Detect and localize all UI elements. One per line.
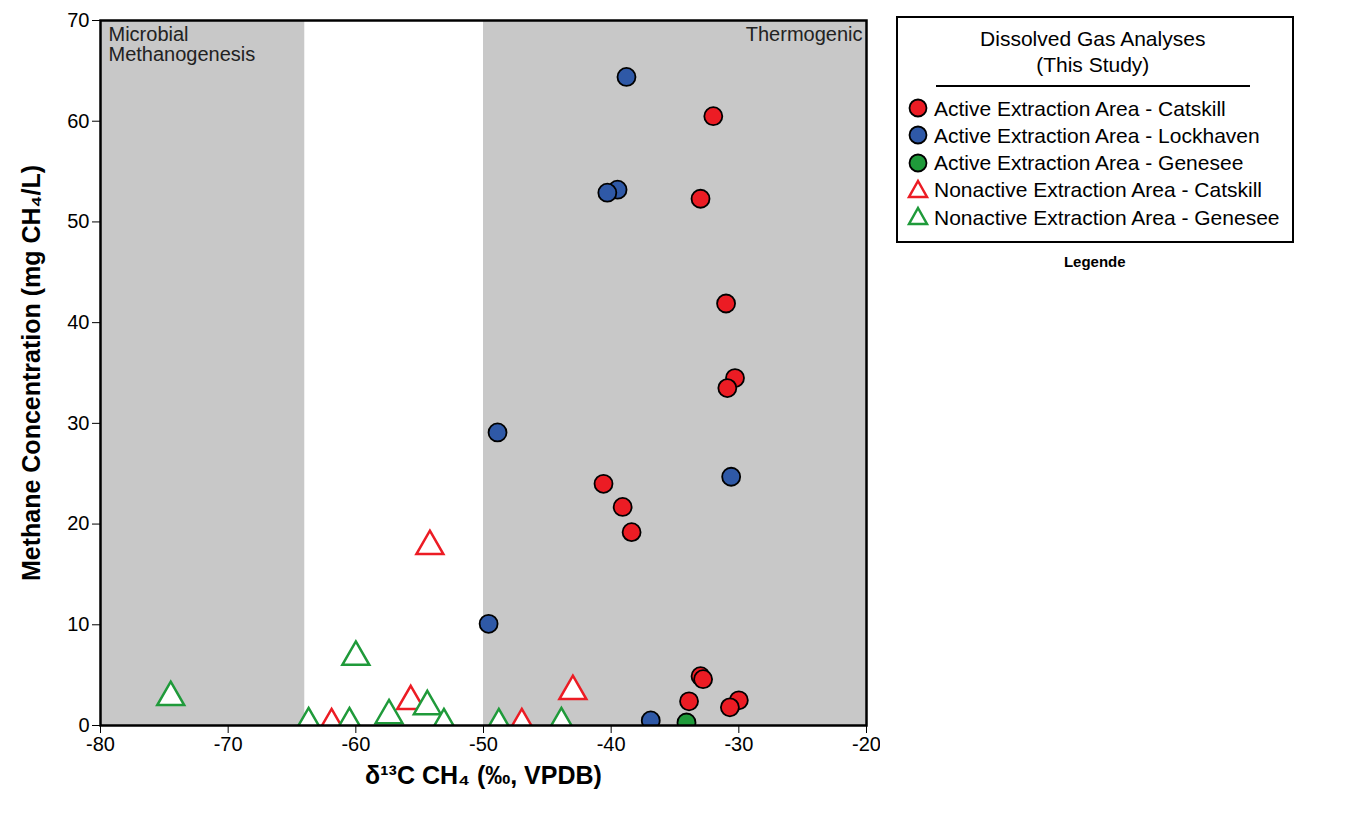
svg-text:20: 20: [67, 512, 89, 534]
html-text:Legende: Legende: [1063, 253, 1126, 270]
svg-text:60: 60: [67, 110, 89, 132]
svg-text:10: 10: [67, 613, 89, 635]
html-text:Nonactive Extraction Area - Ca: Nonactive Extraction Area - Catskill: [934, 178, 1262, 202]
html-text:Active Extraction Area - Catsk: Active Extraction Area - Catskill: [934, 96, 1226, 120]
svg-text:Thermogenic: Thermogenic: [746, 23, 863, 45]
svg-text:-20: -20: [852, 733, 880, 755]
html-text:Active Extraction Area - Lockh: Active Extraction Area - Lockhaven: [934, 123, 1260, 147]
svg-text:0: 0: [78, 714, 89, 736]
svg-text:Methane Concentration (mg CH₄/: Methane Concentration (mg CH₄/L): [17, 165, 45, 581]
svg-text:δ¹³C CH₄ (‰, VPDB): δ¹³C CH₄ (‰, VPDB): [365, 761, 602, 789]
svg-text:30: 30: [67, 412, 89, 434]
html-text:Dissolved Gas Analyses: Dissolved Gas Analyses: [980, 27, 1206, 50]
svg-text:MicrobialMethanogenesis: MicrobialMethanogenesis: [109, 23, 256, 65]
svg-text:-40: -40: [597, 733, 626, 755]
svg-text:-80: -80: [86, 733, 115, 755]
html-text:Active Extraction Area - Genes: Active Extraction Area - Genesee: [934, 151, 1244, 175]
html-text:Nonactive Extraction Area - Ge: Nonactive Extraction Area - Genesee: [934, 205, 1280, 229]
svg-text:50: 50: [67, 210, 89, 232]
html-text:(This Study): (This Study): [1036, 53, 1150, 77]
svg-text:-70: -70: [214, 733, 243, 755]
svg-text:-30: -30: [724, 733, 753, 755]
svg-text:40: 40: [67, 311, 89, 333]
svg-text:-60: -60: [341, 733, 370, 755]
svg-text:-50: -50: [469, 733, 498, 755]
svg-text:70: 70: [67, 9, 89, 31]
